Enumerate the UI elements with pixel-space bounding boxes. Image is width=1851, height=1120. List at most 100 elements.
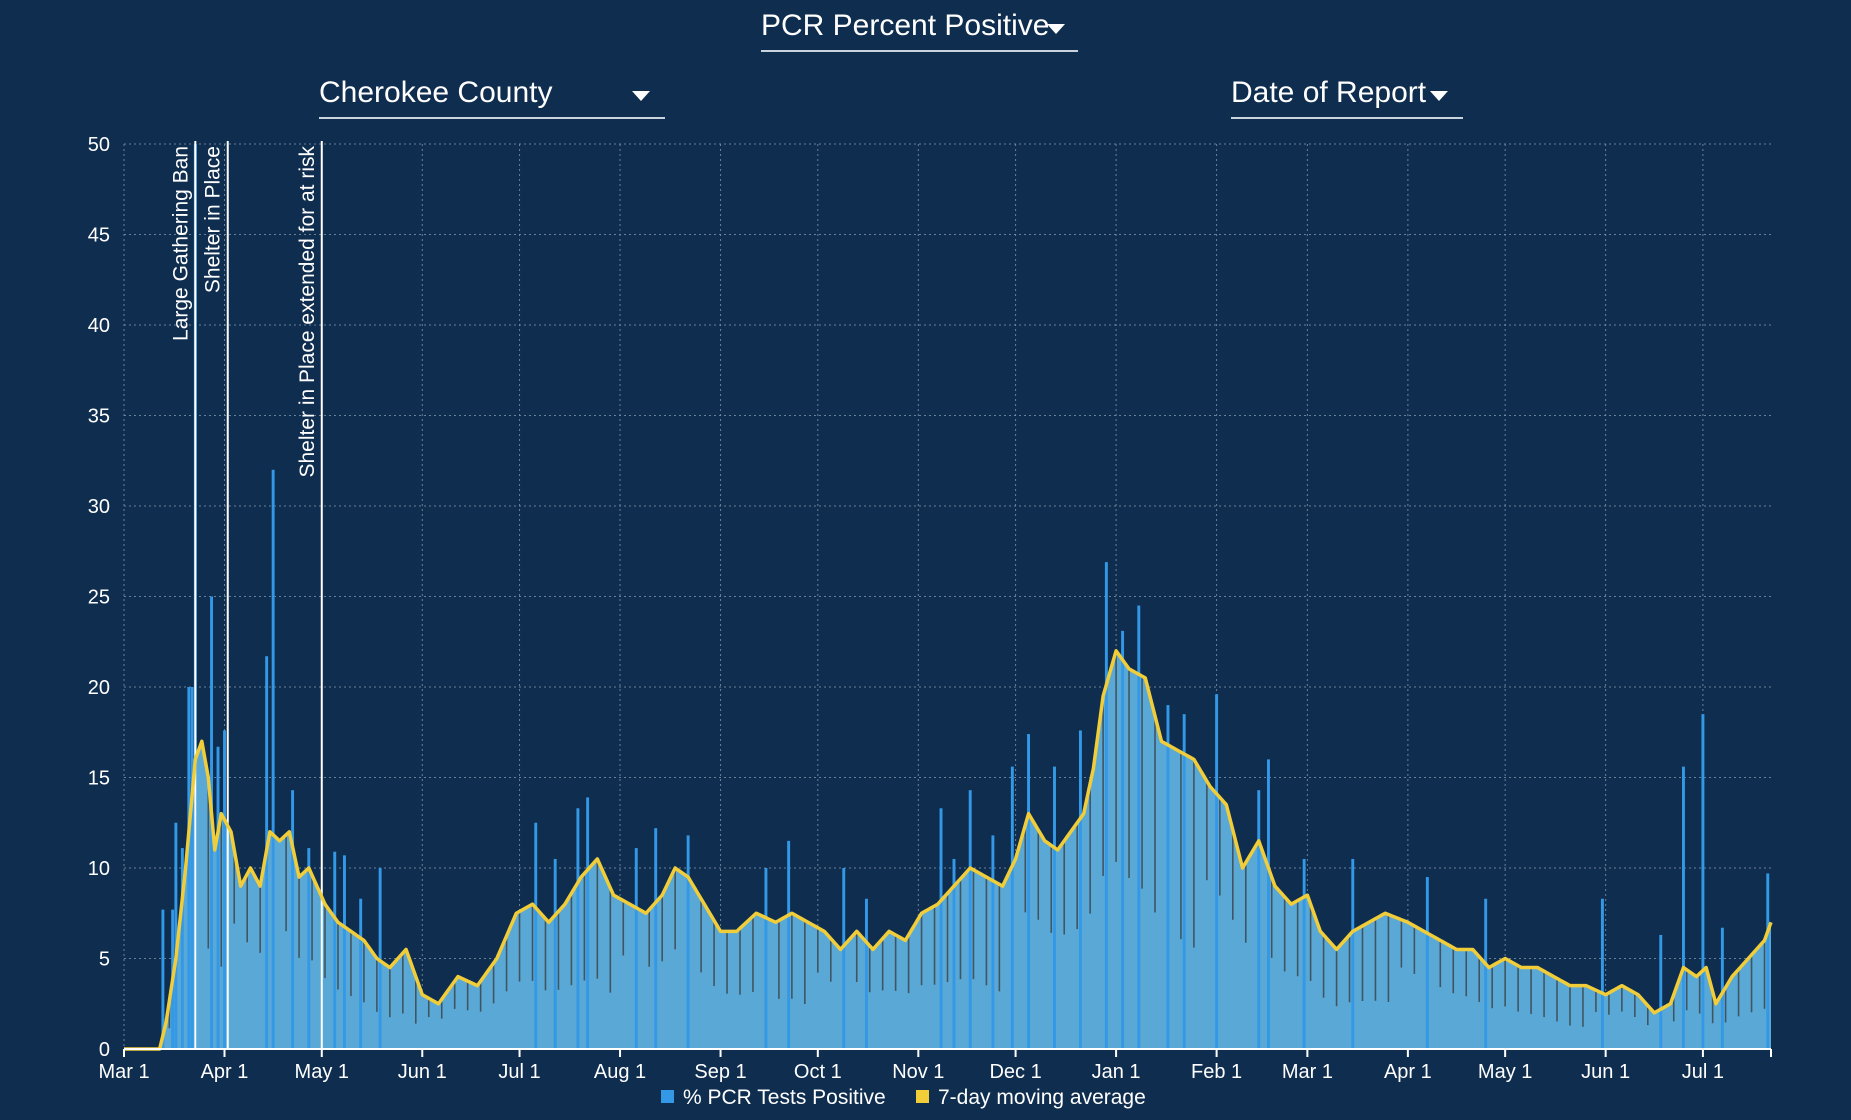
daily-bar	[1166, 705, 1170, 1049]
legend-label-bars: % PCR Tests Positive	[683, 1086, 886, 1109]
y-tick-label: 40	[88, 315, 110, 337]
metric-dropdown[interactable]: PCR Percent Positive	[761, 6, 1078, 52]
x-tick-label: Jun 1	[398, 1061, 447, 1083]
daily-bar	[952, 858, 956, 1049]
x-tick-label: Apr 1	[201, 1061, 249, 1083]
axes: 0 5 10 15 20 25 30 35 40 45 50 Mar 1 Apr 1 May 1 Jun 1…	[88, 134, 1772, 1083]
x-tick-label: Feb 1	[1191, 1061, 1242, 1083]
daily-bar	[787, 840, 791, 1049]
daily-bar	[1182, 714, 1186, 1049]
y-tick-label: 35	[88, 406, 110, 428]
moving-average-line	[124, 649, 1773, 1051]
y-tick-label: 20	[88, 677, 110, 699]
y-tick-label: 25	[88, 587, 110, 609]
x-tick-label: Sep 1	[694, 1061, 746, 1083]
daily-bar	[1351, 858, 1355, 1049]
date-type-dropdown[interactable]: Date of Report	[1231, 73, 1463, 119]
daily-bar	[1010, 766, 1014, 1049]
x-tick-label: Mar 1	[98, 1061, 149, 1083]
x-tick-label: Jan 1	[1092, 1061, 1141, 1083]
daily-bar	[1659, 934, 1663, 1049]
daily-bar	[187, 687, 191, 1049]
y-tick-label: 50	[88, 134, 110, 156]
x-tick-label: Jul 1	[1682, 1061, 1724, 1083]
date-type-dropdown-value: Date of Report	[1231, 76, 1427, 109]
bar-area-fill	[124, 650, 1771, 1049]
daily-bar	[686, 835, 690, 1049]
daily-bar	[1600, 898, 1604, 1049]
x-tick-label: Mar 1	[1282, 1061, 1333, 1083]
daily-bar	[307, 848, 311, 1049]
daily-bar	[1053, 766, 1056, 1049]
metric-dropdown-value: PCR Percent Positive	[761, 9, 1050, 42]
y-tick-label: 5	[99, 949, 110, 971]
daily-bar	[291, 790, 295, 1049]
daily-bar	[271, 469, 275, 1049]
daily-bar	[991, 835, 995, 1049]
daily-bar	[1104, 562, 1108, 1049]
x-tick-label: Nov 1	[892, 1061, 944, 1083]
daily-bar	[1257, 790, 1261, 1049]
legend-swatch-average	[916, 1090, 929, 1103]
daily-bar	[216, 746, 220, 1049]
daily-bar	[553, 858, 557, 1049]
daily-bar	[359, 898, 363, 1049]
daily-bar	[842, 868, 846, 1049]
daily-bar	[864, 898, 868, 1049]
caret-down-icon	[1047, 24, 1065, 34]
daily-bar	[1766, 873, 1770, 1049]
daily-bar	[1425, 877, 1429, 1049]
daily-bar	[1302, 858, 1306, 1049]
daily-bar	[654, 828, 658, 1049]
daily-bar	[764, 868, 768, 1049]
event-label: Shelter in Place	[202, 146, 225, 293]
daily-bar	[343, 855, 346, 1049]
daily-bar	[174, 822, 178, 1049]
event-label: Large Gathering Ban	[169, 146, 192, 341]
daily-bar	[576, 808, 580, 1049]
y-tick-label: 30	[88, 496, 110, 518]
x-tick-label: May 1	[1478, 1061, 1532, 1083]
x-tick-label: May 1	[295, 1061, 349, 1083]
daily-bar	[1720, 927, 1724, 1049]
x-tick-label: Dec 1	[989, 1061, 1041, 1083]
x-tick-label: Jul 1	[498, 1061, 540, 1083]
county-dropdown[interactable]: Cherokee County	[319, 73, 665, 119]
daily-bar	[939, 808, 943, 1049]
daily-bar	[534, 822, 538, 1049]
daily-bar	[1121, 630, 1125, 1049]
event-label: Shelter in Place extended for at risk	[296, 146, 319, 478]
y-tick-label: 0	[99, 1039, 110, 1061]
y-tick-label: 15	[88, 768, 110, 790]
x-tick-label: Aug 1	[594, 1061, 646, 1083]
y-tick-label: 10	[88, 858, 110, 880]
daily-bar	[190, 687, 194, 1049]
y-tick-label: 45	[88, 225, 110, 247]
daily-bar	[378, 868, 382, 1049]
daily-bar	[333, 851, 337, 1049]
x-tick-label: Jun 1	[1581, 1061, 1630, 1083]
daily-bar-area	[124, 650, 1771, 1049]
caret-down-icon	[1430, 91, 1448, 101]
daily-bar	[223, 730, 226, 1049]
daily-bar	[1484, 898, 1488, 1049]
caret-down-icon	[632, 91, 650, 101]
daily-bar	[1027, 734, 1031, 1049]
daily-bar	[1078, 730, 1082, 1049]
county-dropdown-value: Cherokee County	[319, 76, 553, 109]
legend-label-average: 7-day moving average	[938, 1086, 1146, 1109]
daily-bar	[1682, 766, 1685, 1049]
daily-bar	[161, 909, 165, 1049]
daily-bar	[1267, 759, 1270, 1049]
legend: % PCR Tests Positive 7-day moving average	[661, 1086, 1146, 1109]
legend-swatch-bars	[661, 1090, 674, 1103]
moving-average-series	[124, 649, 1773, 1051]
daily-bar	[180, 848, 184, 1049]
daily-bar	[968, 790, 972, 1049]
spike-bars	[161, 144, 1770, 1049]
x-tick-label: Apr 1	[1384, 1061, 1432, 1083]
x-tick-label: Oct 1	[794, 1061, 842, 1083]
daily-bar	[1701, 714, 1705, 1049]
daily-bar	[634, 848, 638, 1049]
